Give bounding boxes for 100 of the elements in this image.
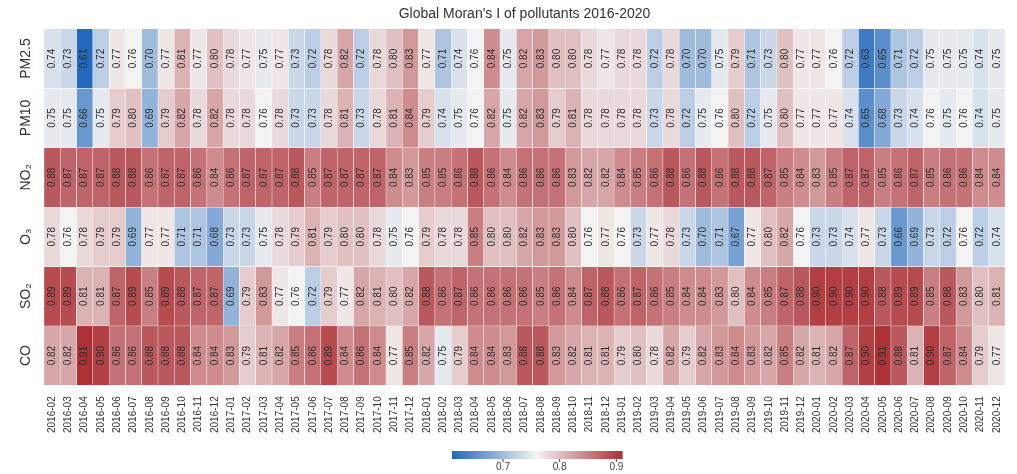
data-label: 0.89 [127,286,139,306]
data-label: 0.80 [730,107,741,128]
data-label: 0.79 [550,107,562,128]
data-label: 0.75 [697,107,709,128]
data-label: 0.84 [615,167,627,188]
data-label: 0.82 [208,107,220,128]
data-label: 0.77 [599,226,611,247]
data-label: 0.79 [974,345,986,366]
data-label: 0.77 [990,345,1002,366]
data-label: 0.85 [420,167,432,188]
data-label: 0.82 [762,345,774,366]
data-label: 0.73 [632,226,644,247]
data-label: 0.86 [225,167,237,188]
data-label: 0.83 [550,226,562,247]
data-label: 0.80 [387,48,399,69]
data-label: 0.84 [371,345,383,366]
data-label: 0.72 [94,48,106,69]
data-label: 0.72 [306,286,318,306]
data-label: 0.72 [909,48,921,69]
data-label: 0.87 [860,167,872,188]
data-label: 0.75 [257,226,269,247]
data-label: 0.85 [143,286,155,306]
y-tick-label: PM10 [16,99,33,137]
data-label: 0.75 [501,107,513,128]
data-label: 0.83 [534,48,546,69]
data-label: 0.86 [485,286,497,306]
x-tick-label: 2019-12 [795,395,807,433]
y-tick-label: NO₂ [16,164,33,191]
data-label: 0.78 [664,107,676,128]
data-label: 0.83 [225,345,237,366]
data-label: 0.78 [453,226,465,247]
data-label: 0.86 [501,286,513,306]
data-label: 0.82 [518,48,530,69]
data-label: 0.83 [550,345,562,366]
x-tick-label: 2019-06 [697,395,709,433]
data-label: 0.82 [697,345,709,366]
data-label: 0.82 [404,286,416,306]
data-label: 0.85 [925,167,937,188]
data-label: 0.83 [534,226,546,247]
color-bar-label: 0.9 [609,460,624,472]
data-label: 0.78 [322,107,334,128]
data-label: 0.88 [697,167,709,188]
data-label: 0.73 [306,107,318,128]
data-label: 0.80 [567,48,579,69]
x-tick-label: 2017-09 [355,395,367,433]
x-tick-label: 2016-02 [45,395,57,433]
data-label: 0.77 [273,48,285,69]
data-label: 0.72 [648,48,660,69]
data-label: 0.76 [958,107,970,128]
data-label: 0.83 [404,167,416,188]
data-label: 0.85 [290,345,302,366]
x-tick-label: 2018-08 [534,395,546,433]
x-tick-label: 2019-02 [632,395,644,433]
data-label: 0.87 [159,167,171,188]
data-label: 0.86 [436,286,448,306]
data-label: 0.86 [518,167,530,188]
x-tick-label: 2016-08 [143,395,155,433]
data-label: 0.86 [469,286,481,306]
data-label: 0.91 [876,345,888,366]
data-label: 0.75 [958,48,970,69]
data-label: 0.76 [713,107,725,128]
x-tick-label: 2016-11 [192,395,204,433]
data-label: 0.66 [892,226,904,247]
data-label: 0.82 [176,107,188,128]
data-label: 0.75 [436,345,448,366]
data-label: 0.80 [208,48,220,69]
data-label: 0.79 [322,226,334,247]
data-label: 0.91 [78,345,90,366]
data-label: 0.69 [127,226,139,247]
data-label: 0.86 [355,345,367,366]
data-label: 0.84 [192,345,204,366]
data-label: 0.80 [339,226,351,247]
data-label: 0.75 [762,107,774,128]
data-label: 0.73 [681,226,693,247]
data-label: 0.73 [925,226,937,247]
data-label: 0.82 [518,226,530,247]
data-label: 0.79 [290,226,302,247]
data-label: 0.87 [257,167,269,188]
data-label: 0.77 [339,286,351,306]
x-tick-label: 2016-04 [78,395,90,433]
data-label: 0.82 [62,345,74,366]
data-label: 0.86 [648,167,660,188]
data-label: 0.83 [811,167,823,188]
data-label: 0.86 [485,167,497,188]
data-label: 0.66 [78,107,90,128]
data-label: 0.81 [257,345,269,366]
data-label: 0.68 [876,107,888,128]
data-label: 0.72 [355,48,367,69]
data-label: 0.71 [436,48,448,69]
y-tick-label: SO₂ [16,283,33,310]
data-label: 0.77 [599,48,611,69]
data-label: 0.78 [664,226,676,247]
x-tick-label: 2018-05 [485,395,497,433]
data-label: 0.79 [322,286,334,306]
data-label: 0.81 [306,226,318,247]
data-label: 0.86 [518,286,530,306]
data-label: 0.71 [892,48,904,69]
data-label: 0.81 [990,286,1002,306]
data-label: 0.85 [778,167,790,188]
data-label: 0.78 [632,48,644,69]
